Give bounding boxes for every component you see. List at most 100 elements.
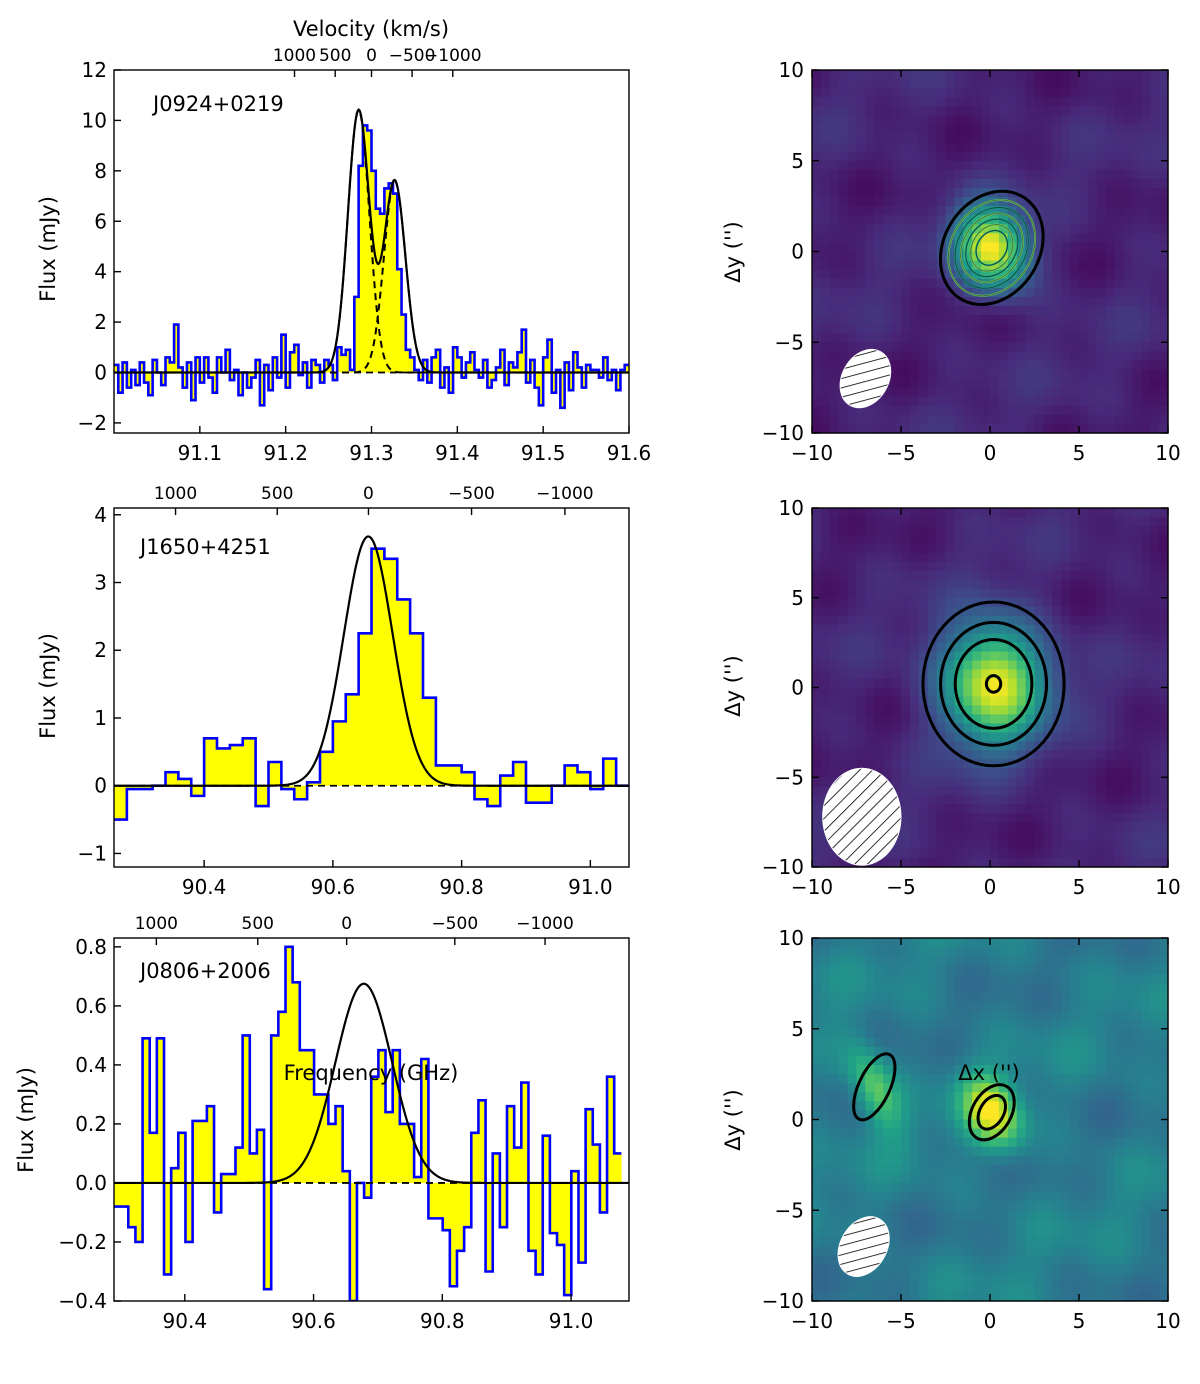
map-pixel (838, 615, 849, 626)
map-pixel (883, 251, 893, 262)
map-pixel (1043, 324, 1053, 334)
map-pixel (981, 660, 991, 671)
map-pixel (1114, 687, 1125, 698)
map-pixel (1016, 750, 1027, 760)
map-pixel (829, 660, 840, 671)
map-pixel (990, 651, 1000, 662)
map-pixel (927, 124, 938, 135)
flux-bar (320, 751, 334, 786)
map-pixel (883, 178, 893, 189)
map-pixel (1096, 405, 1107, 416)
map-pixel (990, 324, 1000, 334)
map-pixel (1150, 269, 1160, 280)
map-pixel (901, 965, 911, 975)
map-pixel (1150, 1228, 1160, 1239)
map-pixel (1114, 651, 1125, 662)
map-pixel (1061, 251, 1071, 262)
map-pixel (936, 992, 947, 1003)
map-pixel (847, 296, 858, 307)
map-pixel (1079, 795, 1089, 805)
map-pixel (865, 1192, 875, 1202)
map-pixel (1141, 70, 1151, 80)
y-tick-label: 0 (791, 676, 804, 700)
map-pixel (1034, 597, 1044, 608)
map-pixel (1079, 777, 1089, 787)
map-pixel (865, 606, 875, 617)
map-pixel (918, 70, 929, 80)
map-pixel (1025, 1083, 1036, 1093)
map-pixel (829, 88, 840, 98)
contour-line (953, 637, 1034, 730)
map-pixel (865, 669, 875, 680)
map-pixel (1096, 387, 1107, 398)
flux-bar (328, 1123, 336, 1183)
map-pixel (981, 88, 991, 98)
map-pixel (1087, 296, 1098, 307)
map-pixel (1114, 570, 1125, 581)
map-pixel (1150, 858, 1160, 868)
map-pixel (1007, 1137, 1018, 1148)
map-pixel (1079, 1028, 1089, 1039)
map-pixel (1034, 669, 1044, 680)
velocity-tick-label: 500 (319, 46, 351, 66)
map-pixel (829, 1228, 840, 1239)
map-pixel (1052, 405, 1062, 416)
map-pixel (945, 342, 955, 352)
map-pixel (892, 938, 902, 948)
map-pixel (990, 351, 1000, 361)
map-pixel (998, 1119, 1009, 1130)
map-pixel (1123, 324, 1133, 334)
map-pixel (1079, 687, 1089, 698)
map-pixel (1105, 840, 1116, 850)
map-pixel (1087, 315, 1098, 325)
map-pixel (972, 414, 982, 425)
map-pixel (1079, 1137, 1089, 1148)
map-pixel (1087, 597, 1098, 608)
map-pixel (990, 1155, 1000, 1166)
map-pixel (954, 351, 964, 361)
map-pixel (990, 606, 1000, 617)
map-pixel (990, 804, 1000, 814)
map-pixel (1034, 624, 1044, 635)
map-pixel (1150, 1037, 1160, 1048)
map-pixel (865, 1146, 875, 1157)
map-pixel (883, 224, 893, 234)
map-pixel (1052, 423, 1062, 434)
map-pixel (1079, 1192, 1089, 1202)
map-pixel (1159, 651, 1169, 662)
map-pixel (1123, 233, 1133, 244)
map-pixel (829, 768, 840, 778)
map-pixel (820, 705, 831, 716)
map-pixel (1070, 1028, 1080, 1039)
map-pixel (1025, 1137, 1036, 1148)
map-pixel (909, 543, 920, 554)
map-pixel (954, 786, 964, 796)
map-pixel (1105, 813, 1116, 823)
map-pixel (1043, 768, 1053, 778)
map-pixel (1052, 333, 1062, 343)
map-pixel (812, 516, 822, 527)
map-pixel (936, 1019, 947, 1030)
map-pixel (1150, 414, 1160, 425)
map-pixel (963, 615, 973, 626)
map-pixel (918, 561, 929, 572)
map-pixel (1087, 1074, 1098, 1084)
flux-bar (238, 372, 244, 396)
map-pixel (1016, 1019, 1027, 1030)
map-pixel (945, 840, 955, 850)
map-pixel (883, 858, 893, 868)
map-pixel (812, 633, 822, 644)
map-pixel (892, 624, 902, 635)
map-pixel (1007, 678, 1018, 689)
map-pixel (1087, 759, 1098, 769)
flux-bar (208, 372, 214, 378)
map-pixel (1079, 508, 1089, 518)
map-pixel (865, 1065, 875, 1075)
map-pixel (1114, 414, 1125, 425)
flux-bar (448, 765, 462, 786)
map-pixel (829, 1001, 840, 1012)
map-pixel (963, 983, 973, 994)
map-pixel (1061, 178, 1071, 189)
map-pixel (1114, 233, 1125, 244)
map-pixel (918, 1164, 929, 1175)
